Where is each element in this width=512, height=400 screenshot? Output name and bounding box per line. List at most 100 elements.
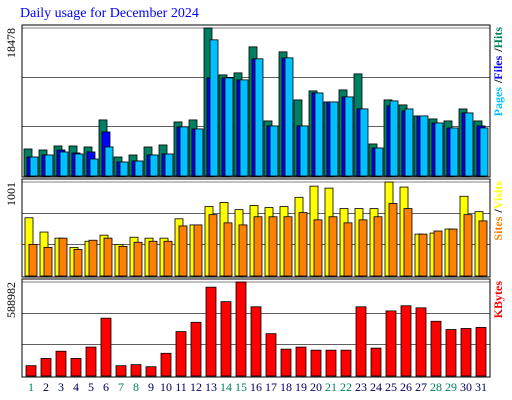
bar — [463, 214, 473, 277]
bar — [400, 305, 412, 377]
bar — [193, 224, 203, 277]
bar — [250, 306, 262, 377]
bar — [103, 237, 113, 277]
x-tick-label: 18 — [280, 380, 292, 394]
bar — [149, 154, 159, 177]
bar — [265, 333, 277, 377]
bar — [224, 77, 234, 177]
bar — [404, 108, 414, 177]
bar — [314, 92, 324, 177]
x-tick-label: 5 — [88, 380, 94, 394]
y-axis-max-label: 18478 — [4, 28, 18, 58]
x-tick-label: 27 — [415, 380, 427, 394]
bar — [88, 239, 98, 277]
legend: Pages/Files/Hits — [491, 27, 505, 117]
x-tick-label: 20 — [310, 380, 322, 394]
bar — [419, 115, 429, 177]
x-tick-label: 7 — [118, 380, 124, 394]
bar — [358, 219, 368, 277]
bar — [100, 317, 112, 377]
bar — [130, 364, 142, 377]
bar — [145, 366, 157, 377]
bar — [460, 328, 472, 377]
chart-title: Daily usage for December 2024 — [20, 6, 199, 21]
bar — [418, 233, 428, 277]
bar — [134, 160, 144, 177]
x-tick-label: 11 — [175, 380, 187, 394]
bar — [385, 310, 397, 377]
bar — [370, 347, 382, 377]
bar — [269, 125, 279, 177]
bar — [74, 153, 84, 177]
bar — [479, 127, 489, 177]
bar — [43, 246, 53, 277]
bar — [374, 147, 384, 177]
bar — [58, 237, 68, 277]
bar — [299, 125, 309, 177]
x-tick-label: 25 — [385, 380, 397, 394]
bar — [179, 126, 189, 177]
bar — [329, 101, 339, 177]
x-tick-label: 2 — [43, 380, 49, 394]
bar — [344, 96, 354, 177]
legend-entry: Visits — [491, 181, 505, 210]
legend: KBytes — [491, 281, 505, 319]
y-axis-max-label: 1001 — [4, 182, 18, 206]
legend-separator: / — [491, 209, 505, 214]
bar — [89, 158, 99, 177]
y-axis-max-label: 588982 — [4, 282, 18, 318]
bar — [254, 58, 264, 177]
x-tick-label: 1 — [28, 380, 34, 394]
bar — [355, 306, 367, 377]
bar — [223, 222, 233, 277]
bar — [133, 241, 143, 277]
bar — [475, 327, 487, 377]
bar — [118, 245, 128, 277]
x-tick-label: 4 — [73, 380, 79, 394]
bar — [434, 122, 444, 177]
bar — [445, 329, 457, 377]
x-tick-label: 9 — [148, 380, 154, 394]
x-tick-label: 22 — [340, 380, 352, 394]
bar — [313, 219, 323, 277]
bar — [55, 350, 67, 377]
bar — [40, 358, 52, 377]
x-tick-label: 29 — [445, 380, 457, 394]
bar — [25, 365, 37, 377]
bar — [208, 214, 218, 277]
bar — [280, 348, 292, 377]
legend-entry: Hits — [491, 27, 505, 49]
x-tick-label: 30 — [460, 380, 472, 394]
legend: Sites /Visits — [491, 181, 505, 241]
bar — [119, 161, 129, 177]
x-tick-label: 21 — [325, 380, 337, 394]
bar — [160, 352, 172, 377]
bar — [448, 228, 458, 277]
bar — [238, 224, 248, 277]
bar — [104, 146, 114, 177]
x-tick-label: 10 — [160, 380, 172, 394]
legend-entry: Pages — [491, 87, 505, 117]
bar — [340, 349, 352, 377]
bar — [310, 349, 322, 377]
bar — [284, 57, 294, 177]
bar — [29, 156, 39, 177]
bar — [164, 153, 174, 177]
bar — [449, 127, 459, 177]
bar — [44, 154, 54, 177]
x-tick-label: 16 — [250, 380, 262, 394]
x-tick-label: 31 — [475, 380, 487, 394]
legend-entry: Sites — [491, 216, 505, 240]
x-tick-label: 8 — [133, 380, 139, 394]
bar — [220, 301, 232, 377]
x-tick-label: 15 — [235, 380, 247, 394]
x-tick-label: 6 — [103, 380, 109, 394]
bar — [115, 365, 127, 377]
bar — [239, 79, 249, 177]
x-tick-label: 28 — [430, 380, 442, 394]
legend-separator: / — [491, 79, 505, 84]
bar — [464, 112, 474, 177]
bar — [388, 203, 398, 277]
bar — [148, 240, 158, 277]
